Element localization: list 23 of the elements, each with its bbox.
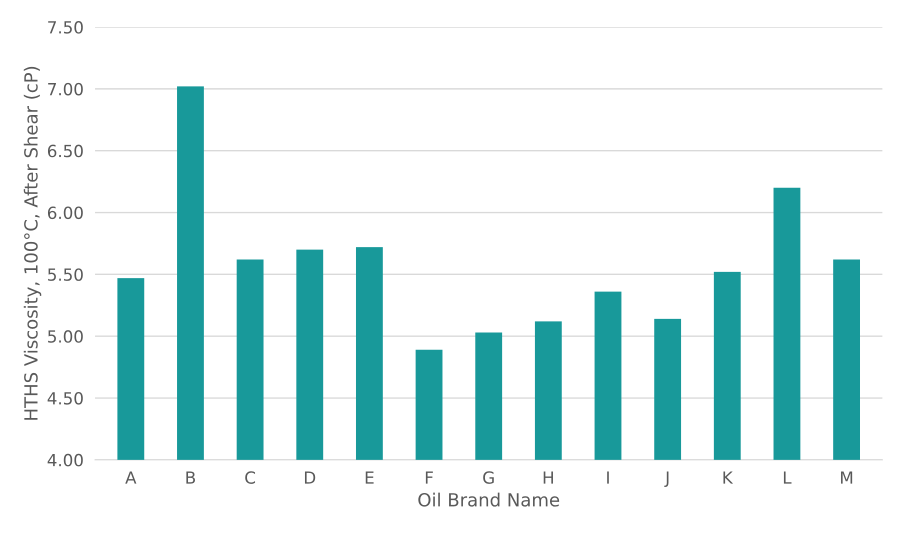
y-tick-label: 4.50	[48, 392, 83, 405]
y-tick-label: 7.50	[48, 21, 83, 34]
y-tick-label: 4.00	[48, 454, 83, 466]
x-tick-label: K	[723, 471, 734, 484]
y-tick-label: 6.00	[48, 206, 83, 220]
x-tick-label: A	[125, 471, 136, 484]
x-tick-label: B	[186, 471, 195, 484]
x-tick-label: D	[304, 471, 316, 484]
x-tick-label: I	[607, 471, 609, 484]
x-tick-label: E	[366, 471, 374, 484]
y-tick-label: 7.00	[48, 82, 83, 96]
x-tick-label: F	[426, 471, 433, 484]
x-tick-label: H	[544, 471, 553, 484]
x-tick-label: M	[841, 471, 852, 484]
x-tick-label: C	[245, 471, 256, 484]
x-tick-label: L	[784, 471, 792, 484]
y-tick-label: 5.50	[48, 268, 83, 281]
x-axis-title: Oil Brand Name	[418, 492, 560, 507]
y-tick-label: 5.00	[48, 330, 83, 343]
x-tick-label: J	[664, 471, 668, 487]
x-tick-label: G	[483, 471, 494, 484]
y-tick-label: 6.50	[48, 144, 83, 158]
y-axis-title: HTHS Viscosity, 100°C, After Shear (cP)	[24, 66, 42, 420]
